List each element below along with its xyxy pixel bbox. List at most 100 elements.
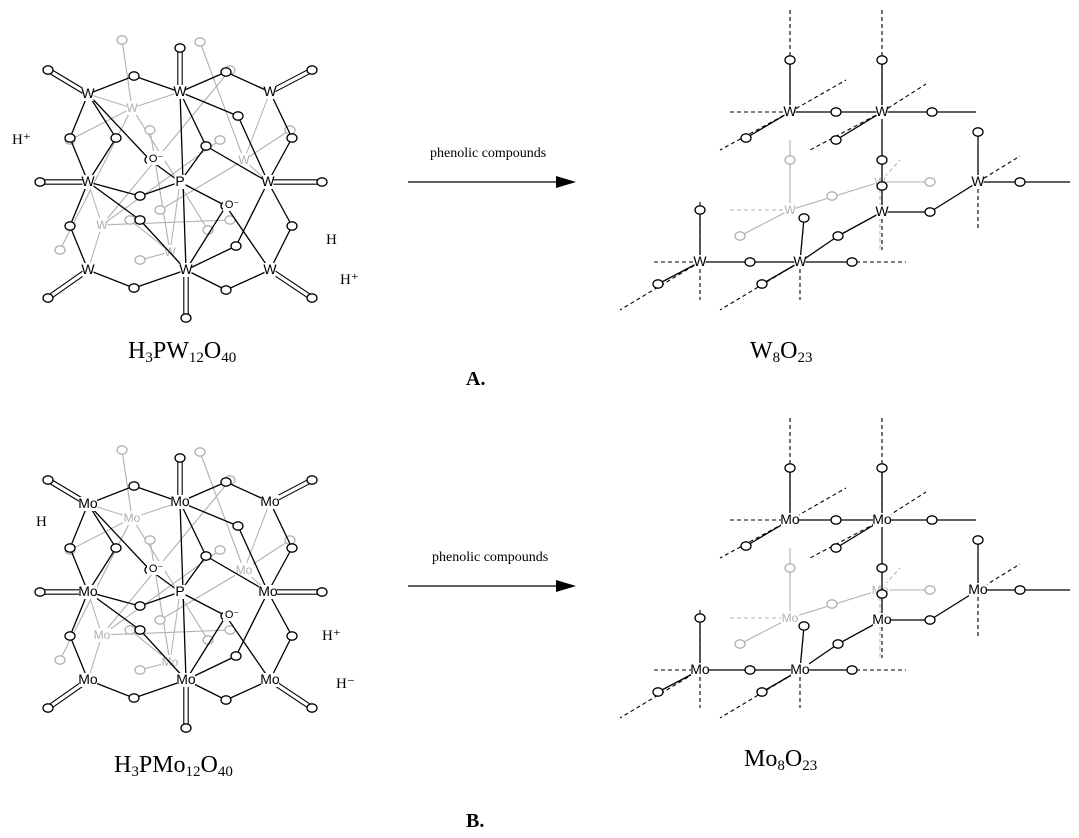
metal-atom: Mo <box>260 493 280 509</box>
metal-atom: Mo <box>780 511 800 527</box>
bond-line <box>179 91 239 117</box>
bond-line <box>131 91 181 109</box>
bond-line <box>799 235 839 263</box>
atom-label-bg <box>79 585 97 599</box>
central-oxygen-atom <box>134 191 146 201</box>
bond-line <box>169 181 181 253</box>
bridging-oxygen-atom <box>64 221 76 231</box>
bond-line <box>87 181 141 197</box>
metal-atom: Mo <box>790 661 810 677</box>
lattice-oxygen-atom <box>876 55 888 65</box>
bond-line <box>269 225 293 271</box>
central-oxygen-atom <box>134 601 146 611</box>
bridging-oxygen-atom <box>230 651 242 661</box>
bond-line <box>269 501 293 549</box>
bond-line <box>159 569 245 621</box>
bond-line <box>237 115 269 183</box>
terminal-oxygen-atom <box>180 313 192 323</box>
panel-label-b: B. <box>466 810 485 832</box>
lattice-oxygen-atom <box>652 279 664 289</box>
ion-label-a-2: H <box>326 232 337 248</box>
bond-line <box>185 245 237 271</box>
bond-line <box>139 591 181 607</box>
bond-line <box>121 449 133 519</box>
terminal-double-bond <box>46 267 88 297</box>
atom-label-bg <box>147 561 165 575</box>
back-oxygen-atom <box>784 563 796 573</box>
lattice-oxygen-atom <box>784 55 796 65</box>
bond-line <box>929 181 979 213</box>
bond-line <box>69 225 89 271</box>
reaction-arrow-a <box>408 176 576 188</box>
bond-line <box>101 479 231 636</box>
metal-atom: Mo <box>968 581 988 597</box>
panel-b: Mo Mo Mo Mo O⁻ O⁻ Mo Mo Mo Mo Mo Mo Mo Mo P Mo Mo Mo Mo Mo… <box>0 400 1079 832</box>
lattice-oxygen-atom <box>876 563 888 573</box>
atom-label-bg <box>96 218 108 232</box>
lattice-oxygen-atom <box>972 127 984 137</box>
lattice-oxygen-atom <box>846 257 858 267</box>
bridging-oxygen-atom <box>134 625 146 635</box>
terminal-oxygen-atom <box>42 703 54 713</box>
bond-line <box>185 615 227 681</box>
bond-line <box>205 555 269 593</box>
bond-line <box>837 211 883 237</box>
ion-label-b-2: H⁺ <box>322 628 341 644</box>
dashed-extension <box>809 519 883 559</box>
bond-line <box>225 269 271 291</box>
bridging-oxygen-atom <box>110 543 122 553</box>
back-oxygen-atom <box>154 615 166 625</box>
atom-label-bg <box>876 105 888 119</box>
back-oxygen-atom <box>116 35 128 45</box>
lattice-oxygen-atom <box>798 621 810 631</box>
dashed-extension <box>619 261 701 311</box>
metal-atom: Mo <box>78 671 98 687</box>
lattice-oxygen-atom <box>972 535 984 545</box>
bond-line <box>139 181 181 197</box>
bond-line <box>225 71 271 93</box>
atom-label-bg <box>969 583 987 597</box>
terminal-oxygen-atom <box>306 703 318 713</box>
terminal-double-bond <box>270 71 314 95</box>
lattice-oxygen-atom <box>740 541 752 551</box>
atom-label-bg <box>147 151 165 165</box>
bond-line <box>835 111 883 141</box>
back-oxygen-atom <box>194 447 206 457</box>
bond-line <box>131 107 209 231</box>
bond-line <box>267 547 293 593</box>
atom-label-bg <box>238 153 250 167</box>
bond-line <box>799 217 805 263</box>
atom-label-bg <box>79 673 97 687</box>
atom-label-bg <box>691 663 709 677</box>
bond-line <box>87 547 117 593</box>
bond-line <box>69 635 89 681</box>
atom-label-bg <box>794 255 806 269</box>
ion-label-b-1: H <box>36 514 47 530</box>
central-oxygen-atom <box>200 141 212 151</box>
atom-label-bg <box>264 85 276 99</box>
metal-atom: W <box>173 83 187 99</box>
back-oxygen-atom <box>734 231 746 241</box>
bond-line <box>133 269 187 289</box>
terminal-oxygen-atom <box>306 293 318 303</box>
lattice-oxygen-atom <box>1014 177 1026 187</box>
metal-atom: W <box>263 261 277 277</box>
bond-line <box>87 93 133 109</box>
bond-line <box>267 137 293 183</box>
lattice-oxygen-atom <box>694 613 706 623</box>
bridging-oxygen-atom <box>134 215 146 225</box>
lattice-oxygen-atom <box>832 639 844 649</box>
bond-line <box>199 451 245 571</box>
metal-atom: W <box>793 253 807 269</box>
lattice-oxygen-atom <box>924 207 936 217</box>
lattice-oxygen-atom <box>740 133 752 143</box>
bond-line <box>87 181 141 221</box>
phosphorus-atom: P <box>175 583 184 599</box>
bridging-oxygen-atom <box>286 133 298 143</box>
terminal-double-bond <box>270 267 314 297</box>
lattice-oxygen-atom <box>926 515 938 525</box>
terminal-double-bond <box>48 67 90 93</box>
bridging-oxygen-atom <box>128 71 140 81</box>
